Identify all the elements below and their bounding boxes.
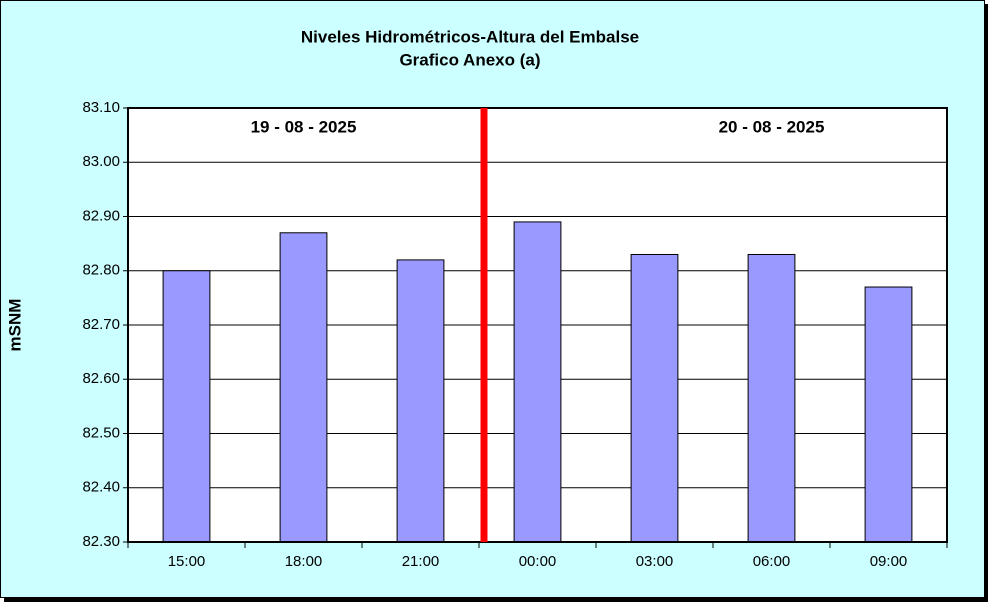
x-tick-label: 15:00 (168, 553, 206, 570)
y-tick-label: 82.40 (82, 479, 120, 496)
bar (162, 270, 211, 543)
y-tick-label: 82.30 (82, 533, 120, 550)
date-annotation: 19 - 08 - 2025 (251, 117, 357, 136)
bar (513, 221, 562, 543)
x-tick-label: 18:00 (285, 553, 323, 570)
x-tick-label: 03:00 (636, 553, 674, 570)
y-tick-label: 82.90 (82, 207, 120, 224)
y-tick-label: 83.00 (82, 153, 120, 170)
chart-title: Niveles Hidrométricos-Altura del Embalse (301, 27, 639, 46)
y-tick-label: 82.70 (82, 316, 120, 333)
y-axis-label: mSNM (5, 299, 24, 352)
bar (864, 286, 913, 543)
plot-border (127, 107, 948, 543)
bar (630, 253, 679, 543)
y-tick-label: 82.80 (82, 262, 120, 279)
y-tick-label: 83.10 (82, 99, 120, 116)
chart-subtitle: Grafico Anexo (a) (399, 50, 540, 69)
x-tick-label: 09:00 (870, 553, 908, 570)
x-tick-label: 00:00 (519, 553, 557, 570)
x-tick-label: 21:00 (402, 553, 440, 570)
y-tick-label: 82.60 (82, 370, 120, 387)
bar (747, 253, 796, 543)
bar (279, 232, 328, 543)
y-tick-label: 82.50 (82, 424, 120, 441)
x-tick-label: 06:00 (753, 553, 791, 570)
date-annotation: 20 - 08 - 2025 (719, 117, 825, 136)
bar (396, 259, 445, 543)
